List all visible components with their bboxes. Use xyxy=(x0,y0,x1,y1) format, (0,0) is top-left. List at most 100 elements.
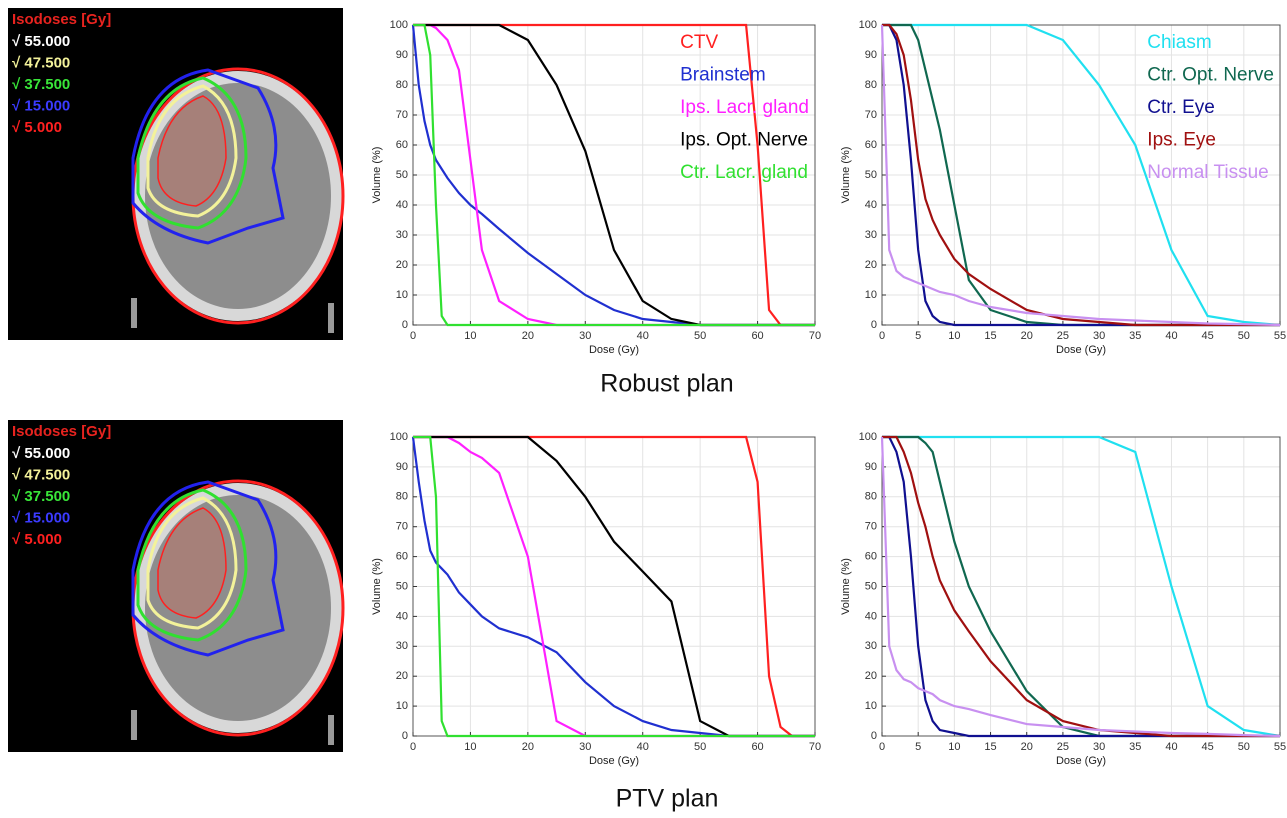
y-tick-label: 80 xyxy=(865,79,877,91)
x-tick-label: 35 xyxy=(1129,330,1141,342)
isodose-level: √ 55.000 xyxy=(12,33,70,50)
isodose-level: √ 37.500 xyxy=(12,76,70,93)
y-tick-label: 30 xyxy=(396,640,408,652)
x-tick-label: 40 xyxy=(1165,741,1177,753)
legend-entry: Normal Tissue xyxy=(1147,162,1268,183)
y-tick-label: 20 xyxy=(396,259,408,271)
y-tick-label: 20 xyxy=(396,670,408,682)
isodose-title: Isodoses [Gy] xyxy=(12,11,111,28)
x-axis-label: Dose (Gy) xyxy=(1056,755,1106,767)
y-tick-label: 30 xyxy=(865,229,877,241)
y-tick-label: 90 xyxy=(396,49,408,61)
x-tick-label: 10 xyxy=(948,330,960,342)
y-tick-label: 70 xyxy=(396,109,408,121)
isodose-level: √ 5.000 xyxy=(12,119,62,136)
y-tick-label: 50 xyxy=(865,580,877,592)
y-tick-label: 100 xyxy=(859,431,877,443)
y-axis-label: Volume (%) xyxy=(371,558,383,615)
x-tick-label: 20 xyxy=(522,330,534,342)
isodose-level: √ 15.000 xyxy=(12,509,70,526)
y-tick-label: 50 xyxy=(865,169,877,181)
y-tick-label: 60 xyxy=(865,139,877,151)
x-tick-label: 30 xyxy=(1093,330,1105,342)
x-axis-label: Dose (Gy) xyxy=(1056,344,1106,356)
x-tick-label: 50 xyxy=(694,741,706,753)
x-tick-label: 60 xyxy=(751,330,763,342)
x-tick-label: 20 xyxy=(1021,741,1033,753)
x-tick-label: 5 xyxy=(915,330,921,342)
isodose-level: √ 47.500 xyxy=(12,54,70,71)
x-tick-label: 20 xyxy=(1021,330,1033,342)
x-tick-label: 40 xyxy=(1165,330,1177,342)
x-axis-label: Dose (Gy) xyxy=(589,755,639,767)
y-tick-label: 40 xyxy=(865,610,877,622)
x-tick-label: 30 xyxy=(579,330,591,342)
legend-entry: Ctr. Eye xyxy=(1147,97,1215,118)
y-tick-label: 90 xyxy=(865,49,877,61)
x-tick-label: 20 xyxy=(522,741,534,753)
x-tick-label: 25 xyxy=(1057,330,1069,342)
x-tick-label: 50 xyxy=(694,330,706,342)
legend-entry: Ctr. Lacr. gland xyxy=(680,162,808,183)
dvh-line xyxy=(880,436,1281,738)
x-tick-label: 25 xyxy=(1057,741,1069,753)
x-tick-label: 0 xyxy=(879,330,885,342)
x-tick-label: 55 xyxy=(1274,741,1286,753)
dvh-line xyxy=(882,435,1280,738)
y-axis-label: Volume (%) xyxy=(371,147,383,204)
x-tick-label: 60 xyxy=(751,741,763,753)
x-tick-label: 30 xyxy=(1093,741,1105,753)
isodose-level: √ 37.500 xyxy=(12,488,70,505)
dvh-line xyxy=(413,23,815,327)
y-tick-label: 90 xyxy=(865,461,877,473)
legend-entry: Brainstem xyxy=(680,65,766,86)
dvh-line xyxy=(882,23,1280,327)
dvh-line xyxy=(413,435,815,738)
y-tick-label: 80 xyxy=(865,491,877,503)
x-tick-label: 35 xyxy=(1129,741,1141,753)
x-tick-label: 0 xyxy=(410,741,416,753)
x-tick-label: 70 xyxy=(809,741,821,753)
y-tick-label: 50 xyxy=(396,169,408,181)
y-tick-label: 20 xyxy=(865,259,877,271)
y-tick-label: 80 xyxy=(396,491,408,503)
caption: PTV plan xyxy=(616,785,719,813)
isodose-title: Isodoses [Gy] xyxy=(12,423,111,440)
y-tick-label: 30 xyxy=(396,229,408,241)
x-tick-label: 15 xyxy=(984,741,996,753)
y-tick-label: 70 xyxy=(865,109,877,121)
y-axis-label: Volume (%) xyxy=(840,147,852,204)
legend-entry: Ips. Lacr. gland xyxy=(680,97,809,118)
y-tick-label: 10 xyxy=(865,289,877,301)
x-tick-label: 50 xyxy=(1238,741,1250,753)
x-tick-label: 70 xyxy=(809,330,821,342)
y-tick-label: 60 xyxy=(865,551,877,563)
legend-entry: Chiasm xyxy=(1147,32,1211,53)
y-tick-label: 10 xyxy=(865,700,877,712)
y-tick-label: 40 xyxy=(865,199,877,211)
y-tick-label: 40 xyxy=(396,610,408,622)
y-tick-label: 0 xyxy=(402,730,408,742)
y-tick-label: 30 xyxy=(865,640,877,652)
x-tick-label: 40 xyxy=(637,330,649,342)
legend-entry: Ctr. Opt. Nerve xyxy=(1147,65,1274,86)
y-tick-label: 40 xyxy=(396,199,408,211)
x-tick-label: 5 xyxy=(915,741,921,753)
x-tick-label: 10 xyxy=(948,741,960,753)
x-tick-label: 10 xyxy=(464,741,476,753)
y-axis-label: Volume (%) xyxy=(840,558,852,615)
x-tick-label: 55 xyxy=(1274,330,1286,342)
x-tick-label: 0 xyxy=(410,330,416,342)
isodose-level: √ 5.000 xyxy=(12,531,62,548)
x-tick-label: 45 xyxy=(1202,741,1214,753)
y-tick-label: 60 xyxy=(396,551,408,563)
y-tick-label: 90 xyxy=(396,461,408,473)
y-tick-label: 20 xyxy=(865,670,877,682)
legend-entry: Ips. Opt. Nerve xyxy=(680,130,808,151)
y-tick-label: 10 xyxy=(396,700,408,712)
y-tick-label: 0 xyxy=(871,730,877,742)
caption: Robust plan xyxy=(600,370,733,398)
isodose-level: √ 15.000 xyxy=(12,97,70,114)
x-tick-label: 15 xyxy=(984,330,996,342)
